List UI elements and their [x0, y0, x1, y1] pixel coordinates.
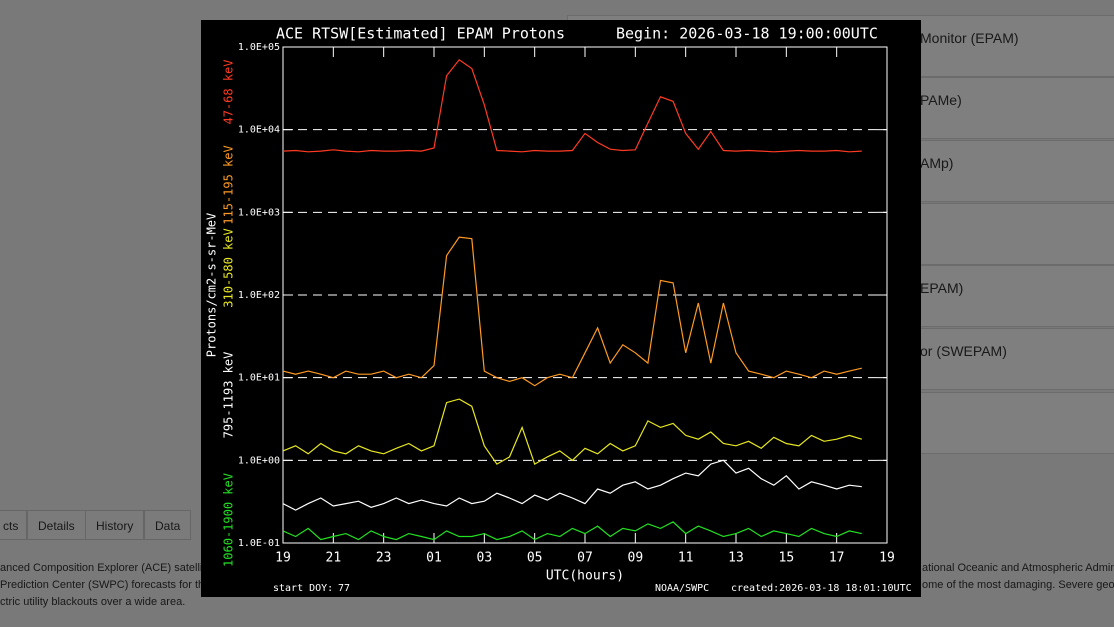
series-line — [282, 236, 862, 387]
y-tick-label: 1.0E+03 — [238, 207, 280, 218]
legend-label: 310-580 keV — [222, 228, 236, 307]
x-tick-label: 19 — [275, 551, 291, 566]
x-tick-label: 01 — [426, 551, 442, 566]
y-tick-label: 1.0E+02 — [238, 290, 280, 301]
legend-label: 1060-1900 keV — [222, 473, 236, 567]
y-tick-label: 1.0E+04 — [238, 125, 280, 136]
y-tick-label: 1.0E-01 — [238, 538, 280, 549]
legend-label: 795-1193 keV — [222, 352, 236, 439]
x-tick-label: 19 — [879, 551, 895, 566]
y-tick-label: 1.0E+05 — [238, 42, 280, 53]
footer-source: NOAA/SWPC — [655, 583, 709, 594]
footer-value: 77 — [338, 583, 350, 594]
x-tick-label: 21 — [326, 551, 342, 566]
x-tick-label: 13 — [728, 551, 744, 566]
x-tick-label: 05 — [527, 551, 543, 566]
footer-label: start DOY: — [273, 583, 333, 594]
x-tick-label: 15 — [779, 551, 795, 566]
x-tick-label: 17 — [829, 551, 845, 566]
series-line — [282, 459, 862, 511]
x-axis-title: UTC(hours) — [546, 569, 624, 584]
x-tick-label: 03 — [477, 551, 493, 566]
chart-image — [201, 20, 921, 597]
series-line — [282, 521, 862, 541]
x-tick-label: 07 — [577, 551, 593, 566]
y-tick-label: 1.0E+00 — [238, 455, 280, 466]
x-tick-label: 23 — [376, 551, 392, 566]
legend-label: 115-195 keV — [222, 145, 236, 224]
series-line — [282, 398, 862, 465]
y-axis-title: Protons/cm2-s-sr-MeV — [205, 213, 219, 358]
series-line — [282, 58, 862, 153]
legend-label: 47-68 keV — [222, 59, 236, 124]
chart-subtitle: Begin: 2026-03-18 19:00:00UTC — [616, 25, 878, 43]
x-tick-label: 09 — [628, 551, 644, 566]
footer-created: created:2026-03-18 18:01:10UTC — [731, 583, 912, 594]
x-tick-label: 11 — [678, 551, 694, 566]
y-tick-label: 1.0E+01 — [238, 373, 280, 384]
chart-title: ACE RTSW[Estimated] EPAM Protons — [276, 25, 565, 43]
